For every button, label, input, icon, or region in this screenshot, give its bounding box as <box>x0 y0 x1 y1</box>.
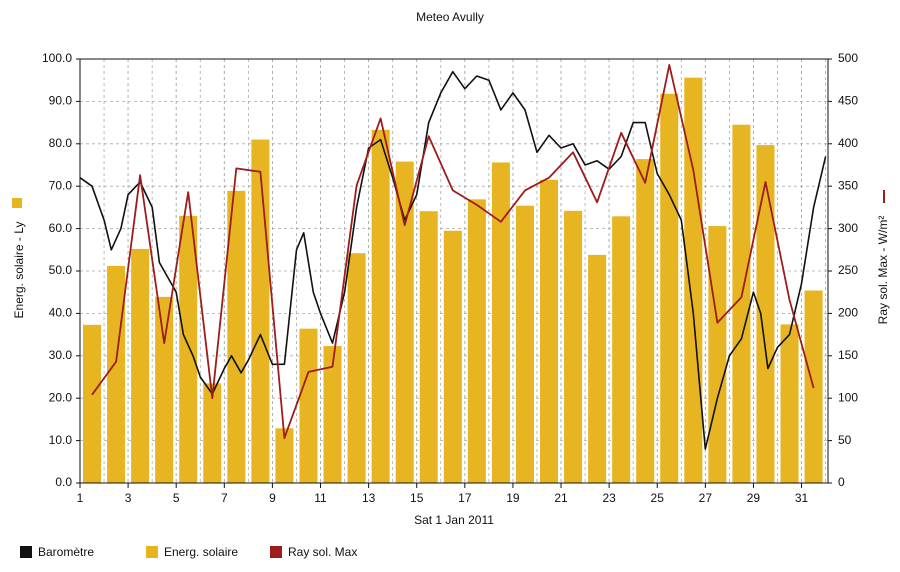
x-tick-label: 21 <box>554 491 568 505</box>
legend-item: Ray sol. Max <box>270 545 357 559</box>
y-tick-label: 10.0 <box>49 433 73 447</box>
bar <box>107 265 126 483</box>
y-axis-marker <box>12 198 22 208</box>
bar <box>131 248 150 483</box>
x-tick-label: 13 <box>362 491 376 505</box>
bar <box>155 296 174 483</box>
y2-tick-label: 100 <box>838 390 858 404</box>
bar <box>515 205 534 484</box>
y-tick-label: 90.0 <box>49 94 73 108</box>
y-tick-label: 70.0 <box>49 178 73 192</box>
legend-swatch <box>20 546 32 558</box>
legend-label: Ray sol. Max <box>288 545 357 559</box>
bar <box>203 383 222 483</box>
x-tick-label: 11 <box>314 491 327 505</box>
x-tick-label: 23 <box>602 491 616 505</box>
x-tick-label: 9 <box>269 491 276 505</box>
bar <box>708 226 727 483</box>
bar <box>275 428 294 483</box>
line <box>91 64 815 439</box>
x-tick-label: 15 <box>410 491 424 505</box>
x-tick-label: 29 <box>747 491 761 505</box>
legend-item: Energ. solaire <box>146 545 238 559</box>
bar <box>756 145 775 483</box>
bar <box>371 129 390 484</box>
y2-tick-label: 300 <box>838 221 858 235</box>
x-tick-label: 7 <box>221 491 228 505</box>
x-tick-label: 17 <box>458 491 472 505</box>
bar <box>612 216 631 483</box>
legend-label: Baromètre <box>38 545 94 559</box>
bar <box>83 324 102 483</box>
y-tick-label: 60.0 <box>49 221 73 235</box>
chart-title: Meteo Avully <box>416 10 484 24</box>
y2-tick-label: 0 <box>838 475 845 489</box>
y2-tick-label: 250 <box>838 263 858 277</box>
bar <box>467 199 486 483</box>
bar <box>323 346 342 483</box>
bar <box>539 179 559 483</box>
x-tick-label: 1 <box>77 491 84 505</box>
bar <box>395 161 414 483</box>
bar <box>491 162 510 483</box>
x-tick-label: 27 <box>699 491 713 505</box>
y2-tick-label: 450 <box>838 94 858 108</box>
y-tick-label: 30.0 <box>49 348 73 362</box>
bar <box>564 210 583 484</box>
bar <box>179 215 198 483</box>
y-tick-label: 40.0 <box>49 306 73 320</box>
y-tick-label: 0.0 <box>55 475 72 489</box>
x-tick-label: 25 <box>651 491 665 505</box>
x-tick-label: 3 <box>125 491 132 505</box>
bar <box>347 253 366 483</box>
y-tick-label: 80.0 <box>49 136 73 150</box>
bar <box>780 324 799 483</box>
bar <box>251 139 270 483</box>
bar <box>443 230 462 483</box>
bar <box>227 190 246 483</box>
y2-tick-label: 50 <box>838 433 852 447</box>
bar <box>732 124 751 483</box>
y-tick-label: 50.0 <box>49 263 73 277</box>
bar <box>299 328 318 483</box>
y-axis-label: Energ. solaire - Ly <box>12 222 26 319</box>
legend-swatch <box>146 546 158 558</box>
bar <box>684 77 703 483</box>
line <box>79 70 827 450</box>
x-tick-label: 19 <box>506 491 520 505</box>
y2-tick-label: 150 <box>838 348 858 362</box>
y2-tick-label: 350 <box>838 178 858 192</box>
bar <box>636 159 655 483</box>
x-tick-label: 5 <box>173 491 180 505</box>
plot-frame <box>79 58 829 484</box>
bar <box>419 211 438 483</box>
y2-axis-label: Ray sol. Max - W/m² <box>876 216 890 325</box>
legend-swatch <box>270 546 282 558</box>
legend-item: Baromètre <box>20 545 94 559</box>
bar <box>588 254 607 483</box>
y2-tick-label: 200 <box>838 306 858 320</box>
y-tick-label: 20.0 <box>49 390 73 404</box>
x-tick-label: 31 <box>795 491 809 505</box>
y2-tick-label: 500 <box>838 51 858 65</box>
legend-label: Energ. solaire <box>164 545 238 559</box>
bar <box>660 93 679 483</box>
x-axis-label: Sat 1 Jan 2011 <box>414 513 494 527</box>
y-tick-label: 100.0 <box>42 51 72 65</box>
y2-tick-label: 400 <box>838 136 858 150</box>
